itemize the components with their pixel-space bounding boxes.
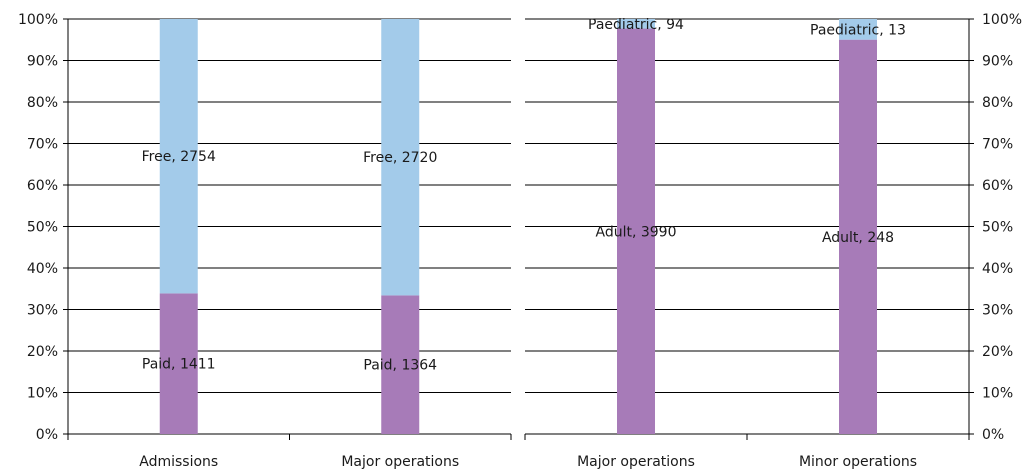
- right-data-label-paediatric-0: Paediatric, 94: [588, 17, 684, 33]
- left-x-category-label: Major operations: [341, 454, 459, 470]
- left-data-label-free-0: Free, 2754: [142, 149, 216, 165]
- right-y-tick-label: 0%: [982, 427, 1004, 443]
- left-y-tick-label: 40%: [27, 261, 58, 277]
- right-bar-adult-0: [617, 28, 655, 434]
- left-y-tick-label: 0%: [36, 427, 58, 443]
- right-data-label-adult-1: Adult, 248: [822, 230, 894, 246]
- left-x-category-label: Admissions: [139, 454, 218, 470]
- left-y-tick-label: 60%: [27, 178, 58, 194]
- right-y-tick-label: 90%: [982, 54, 1013, 70]
- left-y-tick-label: 20%: [27, 344, 58, 360]
- right-y-tick-label: 30%: [982, 303, 1013, 319]
- right-y-tick-label: 100%: [982, 12, 1022, 28]
- left-y-tick-label: 30%: [27, 303, 58, 319]
- right-x-category-label: Major operations: [577, 454, 695, 470]
- chart-right-age-group: 0% 10% 20% 30% 40% 50% 60% 70% 80% 90% 100% Adult, …: [524, 12, 1022, 470]
- left-y-tick-label: 100%: [18, 12, 58, 28]
- left-bar-paid-0: [159, 293, 198, 434]
- right-y-tick-label: 10%: [982, 386, 1013, 402]
- chart-left-payment-status: 0% 10% 20% 30% 40% 50% 60% 70% 80% 90% 100% Paid, 1…: [18, 12, 512, 470]
- left-bar-free-1: [381, 19, 420, 296]
- right-bar-adult-1: [839, 39, 877, 434]
- right-bar-paediatric-0: [617, 19, 655, 29]
- left-bar-paid-1: [381, 295, 420, 434]
- left-y-tick-label: 80%: [27, 95, 58, 111]
- left-y-tick-label: 70%: [27, 137, 58, 153]
- left-y-tick-label: 90%: [27, 54, 58, 70]
- right-y-tick-label: 50%: [982, 220, 1013, 236]
- right-bar-paediatric-1: [839, 19, 877, 40]
- right-y-tick-label: 80%: [982, 95, 1013, 111]
- right-data-label-paediatric-1: Paediatric, 13: [810, 22, 906, 38]
- right-y-tick-label: 20%: [982, 344, 1013, 360]
- left-data-label-paid-1: Paid, 1364: [363, 358, 437, 374]
- right-y-tick-label: 40%: [982, 261, 1013, 277]
- left-bar-free-0: [159, 19, 198, 294]
- left-y-tick-label: 50%: [27, 220, 58, 236]
- right-x-category-label: Minor operations: [799, 454, 917, 470]
- right-y-tick-label: 70%: [982, 137, 1013, 153]
- left-data-label-free-1: Free, 2720: [363, 150, 437, 166]
- left-y-tick-label: 10%: [27, 386, 58, 402]
- left-data-label-paid-0: Paid, 1411: [142, 357, 216, 373]
- right-data-label-adult-0: Adult, 3990: [596, 224, 677, 240]
- right-y-tick-label: 60%: [982, 178, 1013, 194]
